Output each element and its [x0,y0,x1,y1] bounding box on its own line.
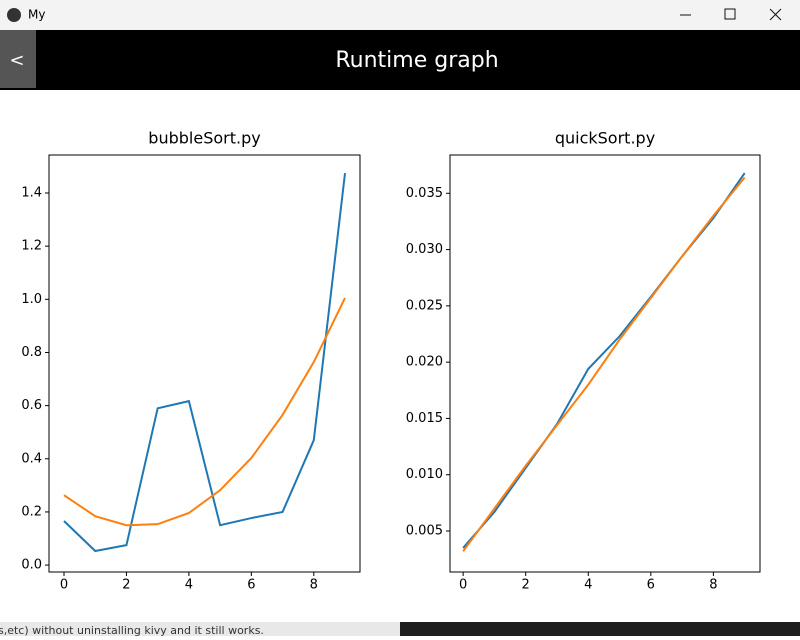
y-tick-label: 0.030 [406,242,443,257]
chart-title: quickSort.py [555,129,655,148]
maximize-button[interactable] [724,8,736,20]
x-tick-label: 2 [522,578,530,593]
y-tick-label: 0.025 [406,298,443,313]
y-tick-label: 1.0 [21,292,42,307]
x-tick-label: 4 [584,578,592,593]
y-tick-label: 0.0 [21,558,42,573]
y-tick-label: 0.020 [406,355,443,370]
y-tick-label: 0.005 [406,524,443,539]
background-terminal [400,622,800,636]
chart-title: bubbleSort.py [148,129,260,148]
axes-frame [48,154,361,573]
x-tick-label: 0 [459,578,467,593]
x-tick-label: 0 [60,578,68,593]
x-tick-label: 8 [310,578,318,593]
y-tick-label: 1.4 [21,186,42,201]
x-tick-label: 6 [647,578,655,593]
y-tick-label: 0.010 [406,467,443,482]
app-icon [7,8,21,22]
background-text: s,etc) without uninstalling kivy and it … [0,624,264,636]
axes-frame [449,154,761,573]
x-tick-label: 6 [247,578,255,593]
close-button[interactable] [769,8,782,21]
back-label[interactable]: < [9,50,24,71]
x-tick-label: 4 [185,578,193,593]
back-button[interactable] [0,30,36,88]
y-tick-label: 1.2 [21,239,42,254]
header-bar [0,30,800,90]
header-title: Runtime graph [335,48,498,73]
line-series [63,297,346,527]
x-tick-label: 2 [122,578,130,593]
y-tick-label: 0.035 [406,186,443,201]
window-title: My [28,8,45,22]
y-tick-label: 0.6 [21,398,42,413]
y-tick-label: 0.2 [21,504,42,519]
y-tick-label: 0.4 [21,451,42,466]
y-tick-label: 0.015 [406,411,443,426]
title-bar [0,0,800,30]
background-window [0,622,400,636]
x-tick-label: 8 [709,578,717,593]
line-series [462,176,746,552]
plot-area [0,90,800,622]
y-tick-label: 0.8 [21,345,42,360]
line-series [63,172,347,553]
